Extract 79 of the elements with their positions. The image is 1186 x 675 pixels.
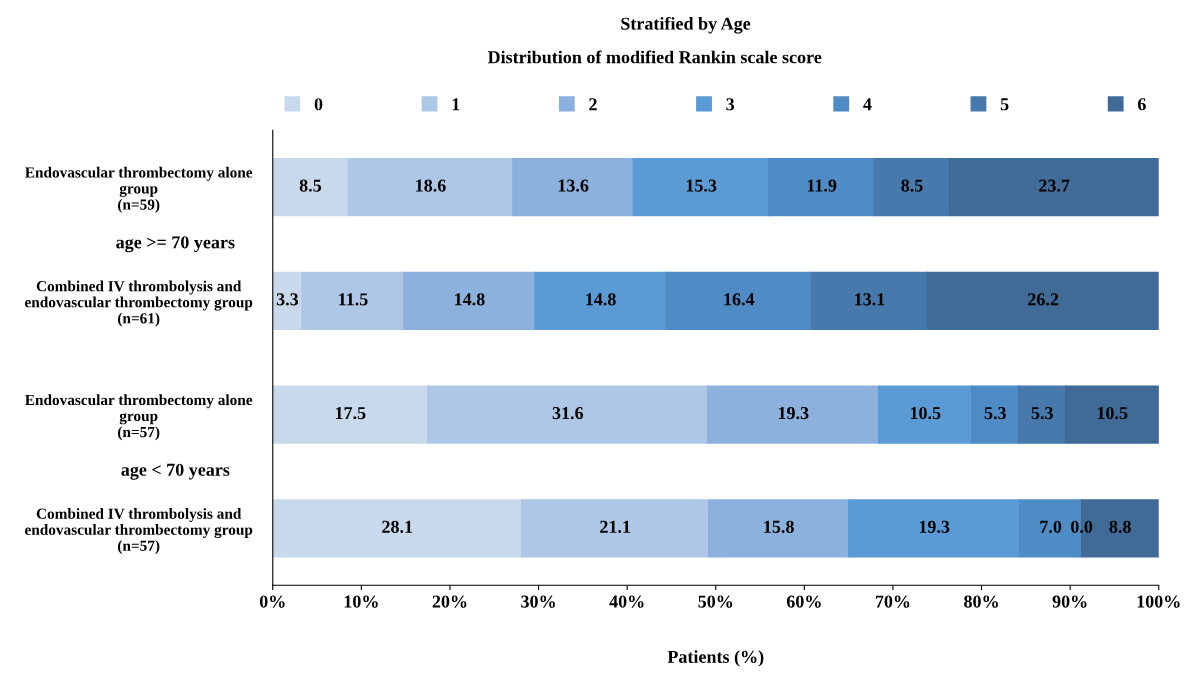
data-label: 8.5 bbox=[299, 179, 322, 192]
data-label: 0.0 bbox=[1071, 520, 1093, 533]
data-label: 23.7 bbox=[1039, 179, 1070, 192]
data-label: 14.8 bbox=[586, 293, 616, 306]
data-label: 5.3 bbox=[1031, 407, 1053, 420]
chart-title: Stratified by Age bbox=[621, 16, 751, 34]
bar bbox=[847, 499, 1021, 558]
data-label: 7.0 bbox=[1040, 520, 1062, 533]
legend-label: 1 bbox=[452, 98, 460, 111]
data-label: 15.3 bbox=[686, 179, 717, 192]
data-label: 28.1 bbox=[382, 520, 413, 533]
bar bbox=[810, 271, 929, 331]
data-label: 21.1 bbox=[600, 520, 631, 533]
data-label: 15.8 bbox=[764, 520, 794, 533]
data-label: 26.2 bbox=[1028, 293, 1059, 306]
bar bbox=[632, 158, 770, 217]
bar bbox=[301, 271, 405, 331]
legend-label: 5 bbox=[1000, 98, 1009, 111]
bar bbox=[347, 158, 514, 217]
data-label: 16.4 bbox=[724, 293, 755, 306]
data-label: 3.3 bbox=[276, 293, 299, 306]
y-tick-label: Combined IV thrombolysis and endovascular thrombectomy group (n=61) bbox=[25, 280, 253, 327]
bar bbox=[534, 271, 667, 331]
data-label: 10.5 bbox=[1097, 406, 1128, 420]
bar bbox=[403, 271, 536, 331]
data-label: 5.3 bbox=[984, 407, 1006, 420]
x-tick-label: 10% bbox=[344, 595, 378, 608]
bar bbox=[707, 499, 850, 558]
bar bbox=[1018, 385, 1067, 444]
x-tick-label: 70% bbox=[875, 595, 910, 608]
chart-subtitle: Distribution of modified Rankin scale score bbox=[487, 50, 822, 64]
data-label: 10.5 bbox=[910, 406, 941, 420]
data-label: 11.5 bbox=[339, 293, 368, 306]
data-label: 19.3 bbox=[778, 407, 809, 420]
x-tick-label: 90% bbox=[1052, 595, 1087, 608]
bar bbox=[512, 158, 635, 217]
bar bbox=[878, 385, 973, 444]
bar bbox=[1065, 385, 1159, 444]
data-label: 8.8 bbox=[1109, 520, 1131, 533]
x-tick-label: 100% bbox=[1137, 595, 1180, 608]
bar bbox=[665, 271, 813, 331]
x-tick-label: 40% bbox=[609, 595, 644, 608]
bar bbox=[707, 385, 880, 444]
x-tick-label: 50% bbox=[698, 595, 733, 608]
bar bbox=[427, 385, 709, 444]
y-tick-label: Endovascular thrombectomy alone group (n=57) bbox=[25, 394, 253, 441]
bar bbox=[768, 158, 876, 217]
legend-label: 0 bbox=[314, 98, 323, 111]
x-tick-label: 20% bbox=[432, 595, 467, 608]
legend-label: 3 bbox=[726, 98, 735, 111]
data-label: 11.9 bbox=[807, 179, 837, 192]
bar bbox=[926, 271, 1159, 331]
text: age >= 70 years bbox=[116, 236, 235, 253]
x-tick-label: 0% bbox=[259, 595, 285, 608]
x-tick-label: 60% bbox=[786, 595, 821, 608]
text: age < 70 years bbox=[121, 463, 230, 480]
legend-label: 6 bbox=[1137, 98, 1146, 111]
y-tick-label: Endovascular thrombectomy alone group (n=59) bbox=[25, 166, 253, 213]
x-axis-title: Patients (%) bbox=[667, 650, 764, 667]
legend-label: 2 bbox=[589, 98, 597, 111]
data-label: 8.5 bbox=[901, 179, 923, 192]
bar bbox=[272, 158, 349, 217]
bar bbox=[521, 499, 710, 558]
legend-label: 4 bbox=[863, 98, 872, 111]
y-tick-label: Combined IV thrombolysis and endovascular thrombectomy group (n=57) bbox=[25, 508, 253, 555]
bar bbox=[948, 158, 1159, 217]
bar bbox=[272, 499, 523, 558]
data-label: 13.6 bbox=[558, 179, 589, 192]
x-tick-label: 80% bbox=[964, 595, 998, 608]
data-label: 13.1 bbox=[855, 293, 885, 306]
bar bbox=[971, 385, 1020, 444]
x-tick-label: 30% bbox=[521, 595, 555, 608]
data-label: 19.3 bbox=[919, 520, 950, 533]
data-label: 18.6 bbox=[416, 179, 446, 192]
data-label: 31.6 bbox=[552, 407, 584, 420]
data-label: 14.8 bbox=[455, 293, 485, 306]
data-label: 17.5 bbox=[335, 407, 366, 420]
bar bbox=[272, 385, 429, 444]
bar bbox=[873, 158, 951, 217]
